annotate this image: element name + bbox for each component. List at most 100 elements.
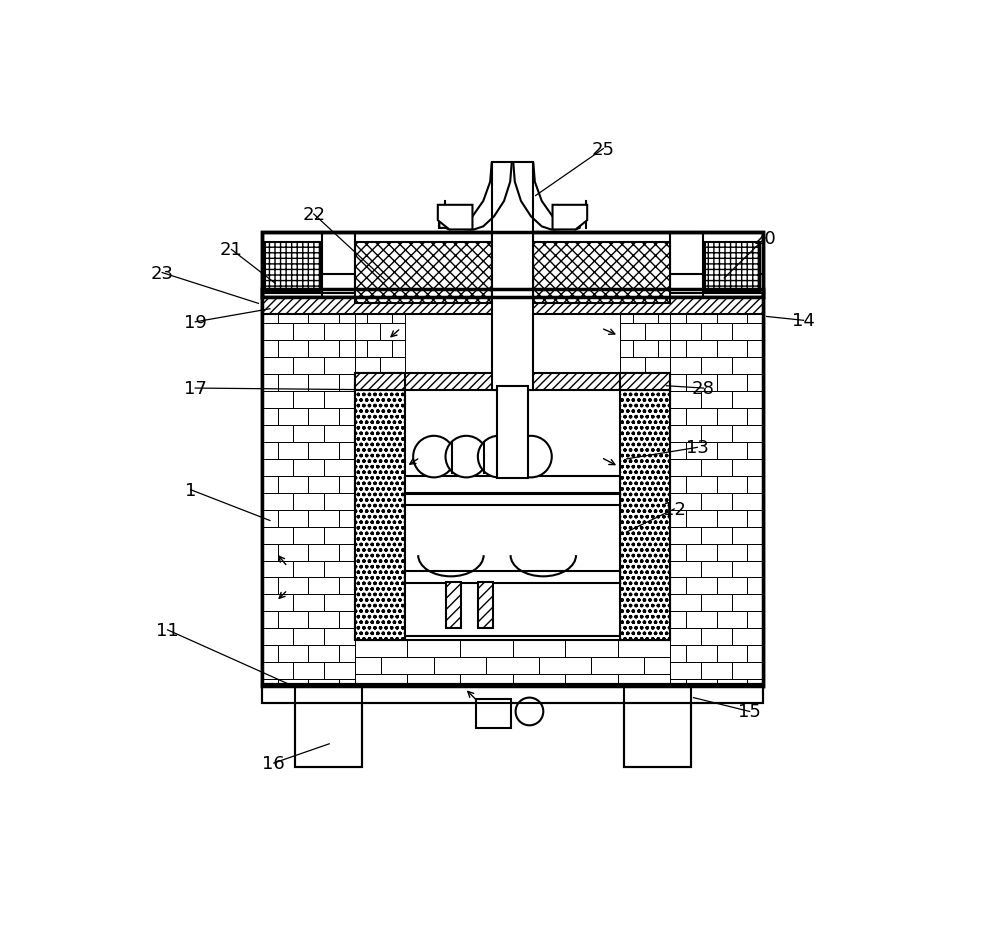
Bar [262,232,763,298]
Bar [262,477,278,494]
Bar [624,686,691,767]
Text: 13: 13 [686,439,709,457]
Bar [670,544,686,561]
Bar [339,443,355,460]
Bar [355,358,380,375]
Bar [405,494,620,636]
Text: 15: 15 [738,702,761,720]
Bar [717,680,747,686]
Bar [262,307,278,324]
Bar [278,544,308,561]
Bar [633,341,658,358]
Bar [670,494,701,510]
Bar [732,595,763,612]
Bar [565,640,618,657]
Bar [278,307,308,324]
Bar [686,477,717,494]
Bar [278,443,308,460]
Bar [308,578,339,595]
Bar [262,646,278,663]
Bar [620,341,633,358]
Bar [380,290,405,307]
Bar [620,358,645,375]
Bar [262,578,278,595]
Bar [497,386,528,479]
Bar [324,629,355,646]
Bar [380,324,405,341]
Bar [670,307,686,324]
Bar [278,646,308,663]
Bar [339,307,355,324]
Bar [670,443,686,460]
Bar [367,341,392,358]
Bar [278,510,308,527]
Bar [670,680,686,686]
Bar [262,680,278,686]
Bar [293,663,324,680]
Bar [407,674,460,686]
Text: 20: 20 [754,229,776,247]
Bar [339,409,355,426]
Bar [644,657,670,674]
Bar [658,307,670,324]
Text: 25: 25 [592,141,615,159]
Bar [262,684,763,703]
Bar [670,290,701,307]
Bar [686,443,717,460]
Bar [308,612,339,629]
Bar [355,640,407,657]
Polygon shape [555,210,586,230]
Bar [717,544,747,561]
Bar [278,375,308,392]
Bar [717,341,747,358]
Bar [620,373,670,390]
Bar [262,290,763,686]
Bar [262,443,278,460]
Bar [355,290,380,307]
Bar [262,392,293,409]
Bar [308,409,339,426]
Bar [355,657,381,674]
Bar [262,510,278,527]
Bar [670,561,701,578]
Bar [339,341,355,358]
Bar [308,375,339,392]
Bar [339,544,355,561]
Bar [618,674,670,686]
Bar [278,409,308,426]
Bar [670,612,686,629]
Bar [591,657,644,674]
Text: 22: 22 [302,206,325,224]
Bar [747,409,763,426]
Bar [658,375,670,386]
Bar [381,657,434,674]
Bar [293,494,324,510]
Text: 16: 16 [262,754,285,772]
Bar [670,527,701,544]
Text: 11: 11 [156,621,179,639]
Bar [633,375,658,386]
Bar [293,595,324,612]
Bar [747,612,763,629]
Bar [392,375,405,386]
Bar [670,578,686,595]
Bar [278,578,308,595]
Bar [308,680,339,686]
Bar [717,307,747,324]
Bar [476,700,511,729]
Bar [293,392,324,409]
Bar [492,163,533,390]
Bar [392,307,405,324]
Bar [355,324,380,341]
Bar [355,373,670,390]
Text: 1: 1 [185,481,196,499]
Bar [262,629,293,646]
Bar [293,561,324,578]
Bar [262,426,293,443]
Bar [324,290,355,307]
Bar [262,232,763,298]
Bar [686,409,717,426]
Bar [732,290,763,307]
Bar [686,544,717,561]
Bar [355,373,405,390]
